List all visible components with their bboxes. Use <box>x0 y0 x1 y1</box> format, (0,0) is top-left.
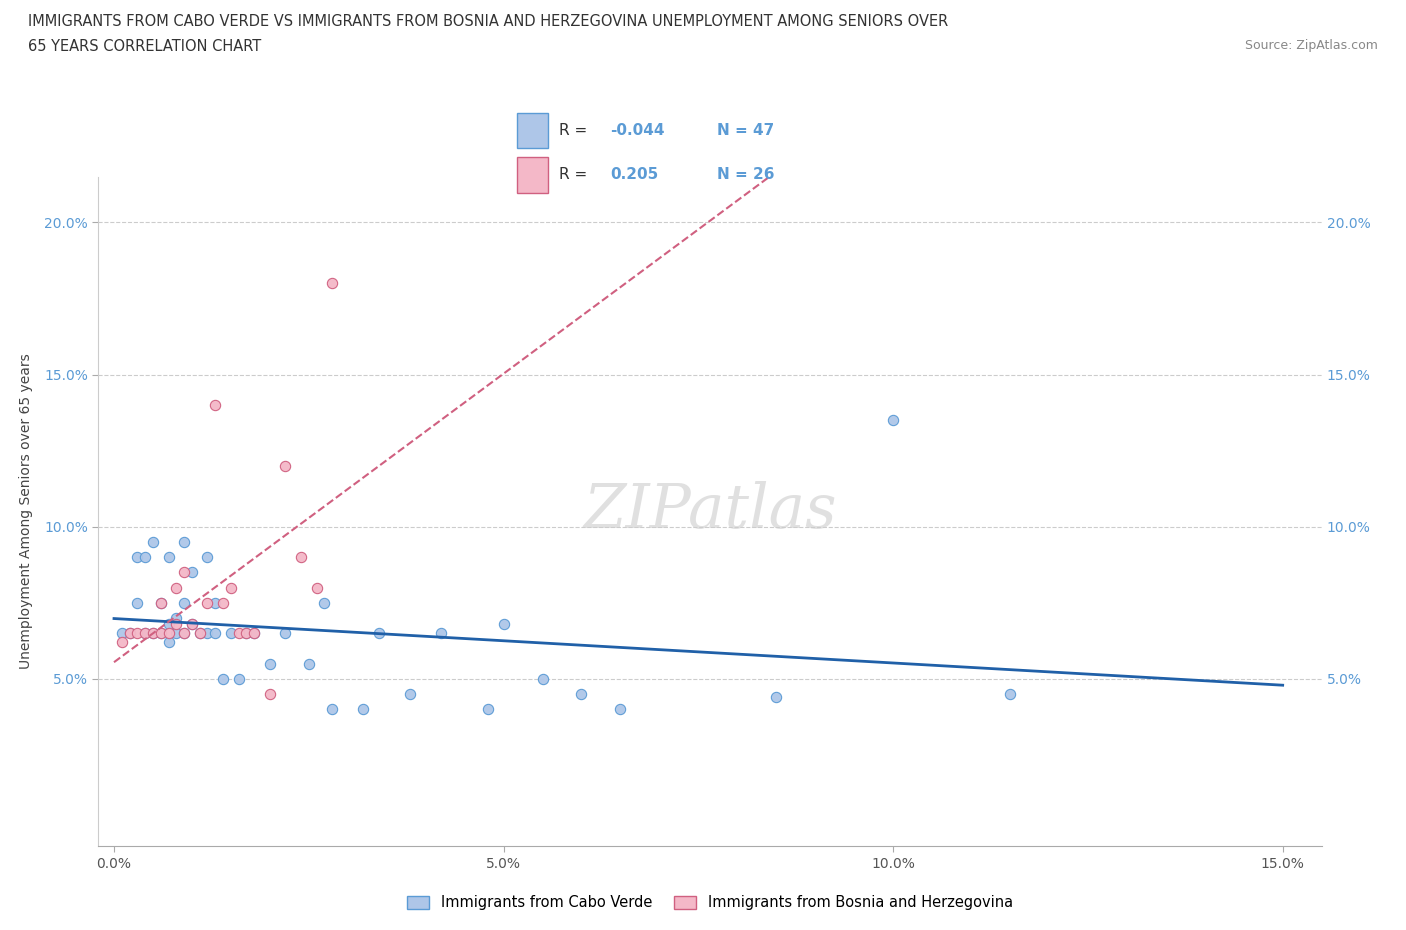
Point <box>243 626 266 641</box>
Point <box>228 626 250 641</box>
Point <box>197 595 219 610</box>
Point <box>305 580 328 595</box>
Point <box>149 626 172 641</box>
Point <box>142 535 165 550</box>
Point <box>259 686 281 701</box>
Point <box>157 635 180 650</box>
Point <box>111 635 134 650</box>
Point <box>173 595 195 610</box>
Point <box>477 702 499 717</box>
Point <box>180 617 202 631</box>
Point <box>882 413 904 428</box>
Point <box>134 626 156 641</box>
Point <box>157 626 180 641</box>
Point <box>127 595 149 610</box>
Point <box>243 626 266 641</box>
Point <box>765 690 787 705</box>
Point <box>212 671 235 686</box>
Point <box>298 657 321 671</box>
Point <box>180 565 202 579</box>
Text: R =: R = <box>560 167 592 182</box>
Point <box>259 657 281 671</box>
Point <box>134 626 156 641</box>
Point <box>149 595 172 610</box>
Point <box>165 617 187 631</box>
Point <box>173 626 195 641</box>
Text: R =: R = <box>560 123 592 138</box>
Point <box>134 550 156 565</box>
Point <box>165 611 187 626</box>
Point <box>204 626 226 641</box>
Point <box>173 626 195 641</box>
Point <box>609 702 631 717</box>
Point <box>314 595 336 610</box>
Point <box>399 686 422 701</box>
Text: 65 YEARS CORRELATION CHART: 65 YEARS CORRELATION CHART <box>28 39 262 54</box>
Point <box>219 580 242 595</box>
Point <box>157 617 180 631</box>
Point <box>367 626 389 641</box>
Point <box>492 617 515 631</box>
Point <box>430 626 453 641</box>
Point <box>290 550 312 565</box>
Point <box>212 595 235 610</box>
Point <box>142 626 165 641</box>
Point <box>571 686 593 701</box>
Point <box>165 626 187 641</box>
Legend: Immigrants from Cabo Verde, Immigrants from Bosnia and Herzegovina: Immigrants from Cabo Verde, Immigrants f… <box>402 889 1018 916</box>
Point <box>127 550 149 565</box>
Point <box>142 626 165 641</box>
Point <box>204 595 226 610</box>
Point <box>321 702 343 717</box>
Point <box>204 397 226 412</box>
Text: Source: ZipAtlas.com: Source: ZipAtlas.com <box>1244 39 1378 52</box>
Point <box>149 595 172 610</box>
Text: N = 26: N = 26 <box>717 167 775 182</box>
Point <box>274 626 297 641</box>
Point <box>165 580 187 595</box>
Point <box>228 671 250 686</box>
Point <box>321 276 343 291</box>
Point <box>188 626 211 641</box>
Point <box>118 626 141 641</box>
Point <box>531 671 554 686</box>
Text: -0.044: -0.044 <box>610 123 665 138</box>
FancyBboxPatch shape <box>517 113 548 148</box>
Point <box>219 626 242 641</box>
Text: 0.205: 0.205 <box>610 167 658 182</box>
Y-axis label: Unemployment Among Seniors over 65 years: Unemployment Among Seniors over 65 years <box>20 353 32 670</box>
Point <box>235 626 257 641</box>
Point <box>173 535 195 550</box>
Point <box>998 686 1021 701</box>
Point <box>274 458 297 473</box>
Point <box>180 617 202 631</box>
Point <box>118 626 141 641</box>
Text: N = 47: N = 47 <box>717 123 775 138</box>
Text: ZIPatlas: ZIPatlas <box>583 482 837 541</box>
Point <box>127 626 149 641</box>
FancyBboxPatch shape <box>517 157 548 193</box>
Point <box>352 702 374 717</box>
Point <box>157 550 180 565</box>
Point <box>111 626 134 641</box>
Point <box>149 626 172 641</box>
Point <box>173 565 195 579</box>
Text: IMMIGRANTS FROM CABO VERDE VS IMMIGRANTS FROM BOSNIA AND HERZEGOVINA UNEMPLOYMEN: IMMIGRANTS FROM CABO VERDE VS IMMIGRANTS… <box>28 14 949 29</box>
Point <box>197 626 219 641</box>
Point <box>235 626 257 641</box>
Point <box>188 626 211 641</box>
Point <box>197 550 219 565</box>
